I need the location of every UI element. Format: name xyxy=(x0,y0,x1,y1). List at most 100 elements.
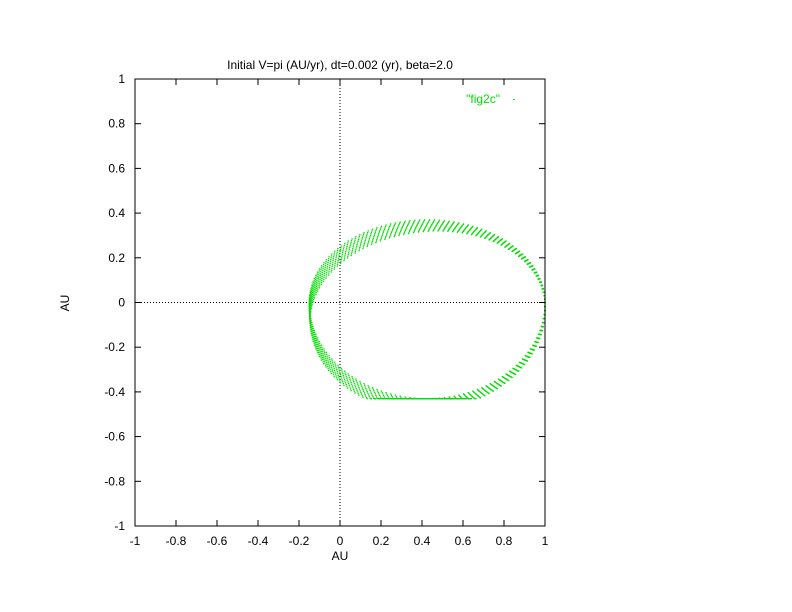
orbit-point xyxy=(369,389,371,392)
orbit-point xyxy=(484,395,486,397)
orbit-point xyxy=(313,293,316,295)
orbit-point xyxy=(373,234,375,236)
x-tick-label: -0.2 xyxy=(289,534,310,548)
orbit-point xyxy=(462,223,464,226)
orbit-point xyxy=(398,223,400,226)
orbit-point xyxy=(354,384,356,386)
orbit-point xyxy=(336,370,338,373)
x-tick-label: 0.8 xyxy=(496,534,513,548)
orbit-point xyxy=(337,372,339,375)
orbit-point xyxy=(336,369,338,371)
orbit-point xyxy=(328,357,331,359)
orbit-point xyxy=(453,228,455,230)
orbit-point xyxy=(460,226,462,228)
orbit-point xyxy=(456,231,459,233)
orbit-point xyxy=(370,231,373,234)
orbit-point xyxy=(466,225,468,228)
orbit-point xyxy=(308,298,311,300)
orbit-point xyxy=(449,227,451,229)
orbit-point xyxy=(458,398,460,400)
orbit-point xyxy=(325,366,327,368)
orbit-point xyxy=(380,397,382,400)
orbit-point xyxy=(464,394,466,397)
orbit-point xyxy=(310,309,312,311)
orbit-point xyxy=(463,230,465,232)
orbit-point xyxy=(486,391,488,393)
orbit-point xyxy=(378,233,380,235)
orbit-point xyxy=(440,225,442,227)
orbit-point xyxy=(360,241,362,244)
orbit-point xyxy=(488,239,490,241)
y-tick-labels: 1 0.8 0.6 0.4 0.2 0 -0.2 -0.4 -0.6 -0.8 -1 xyxy=(104,72,125,533)
orbit-point xyxy=(337,261,339,264)
y-tick-label: 0 xyxy=(118,296,125,310)
orbit-point xyxy=(310,290,312,292)
orbit-point xyxy=(310,303,312,305)
orbit-point xyxy=(343,378,346,380)
orbit-point xyxy=(406,226,408,228)
orbit-point xyxy=(313,329,315,331)
orbit-point xyxy=(386,231,389,233)
orbit-point xyxy=(458,394,460,396)
orbit-point xyxy=(357,383,359,385)
orbit-point xyxy=(428,220,430,222)
orbit-point xyxy=(456,398,458,400)
orbit-point xyxy=(390,398,392,400)
orbit-point xyxy=(425,224,428,226)
orbit-point xyxy=(467,397,469,399)
orbit-point xyxy=(346,379,349,381)
orbit-point xyxy=(320,353,323,355)
orbit-point xyxy=(405,228,407,230)
orbit-point xyxy=(318,270,320,272)
orbit-point xyxy=(415,398,417,400)
orbit-point xyxy=(318,347,320,349)
orbit-point xyxy=(467,391,469,394)
orbit-point xyxy=(462,223,465,225)
orbit-point xyxy=(394,398,396,400)
orbit-point xyxy=(472,390,474,392)
orbit-point xyxy=(478,390,480,392)
orbit-point xyxy=(329,358,331,361)
orbit-point xyxy=(379,398,381,400)
orbit-point xyxy=(319,277,321,279)
orbit-point xyxy=(355,247,357,249)
orbit-point xyxy=(349,378,351,380)
orbit-point xyxy=(337,258,340,260)
orbit-point xyxy=(474,398,476,400)
orbit-point xyxy=(474,393,477,395)
orbit-point xyxy=(409,230,411,232)
orbit-point xyxy=(321,348,323,350)
orbit-point xyxy=(485,390,488,393)
orbit-point xyxy=(475,235,477,237)
orbit-point xyxy=(396,397,398,399)
orbit-point xyxy=(369,236,371,238)
orbit-point xyxy=(446,398,448,400)
orbit-point xyxy=(346,257,349,259)
orbit-point xyxy=(351,238,353,240)
orbit-point xyxy=(392,398,395,400)
orbit-point xyxy=(375,228,378,230)
orbit-point xyxy=(386,393,388,395)
orbit-point xyxy=(314,286,316,289)
orbit-point xyxy=(325,259,327,261)
orbit-point xyxy=(398,233,401,235)
orbit-point xyxy=(385,235,387,238)
orbit-point xyxy=(521,258,523,260)
orbit-point xyxy=(313,277,315,280)
orbit-point xyxy=(368,237,371,240)
orbit-point xyxy=(432,398,434,400)
orbit-point xyxy=(344,252,347,255)
orbit-point xyxy=(382,231,384,233)
orbit-point xyxy=(385,391,387,394)
orbit-point xyxy=(410,226,412,229)
orbit-point xyxy=(485,390,487,392)
orbit-point xyxy=(314,278,317,281)
orbit-point xyxy=(378,398,381,400)
orbit-point xyxy=(467,224,469,226)
orbit-point xyxy=(315,276,317,279)
orbit-point xyxy=(470,234,473,236)
orbit-point xyxy=(457,223,459,226)
orbit-point xyxy=(404,229,406,232)
orbit-point xyxy=(339,248,342,251)
orbit-point xyxy=(414,219,416,221)
